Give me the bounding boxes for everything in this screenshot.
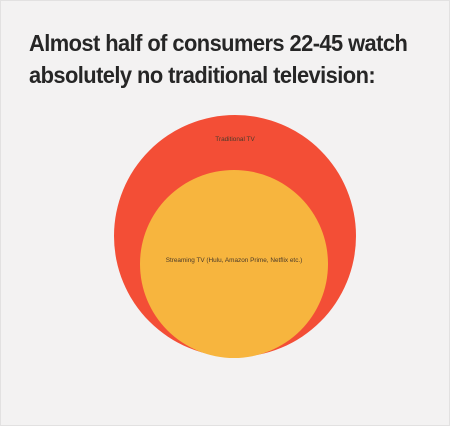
streaming-tv-label: Streaming TV (Hulu, Amazon Prime, Netfli… — [166, 257, 303, 264]
streaming-tv-circle — [140, 170, 328, 358]
traditional-tv-label: Traditional TV — [215, 136, 255, 143]
chart-title: Almost half of consumers 22-45 watch abs… — [29, 30, 408, 88]
